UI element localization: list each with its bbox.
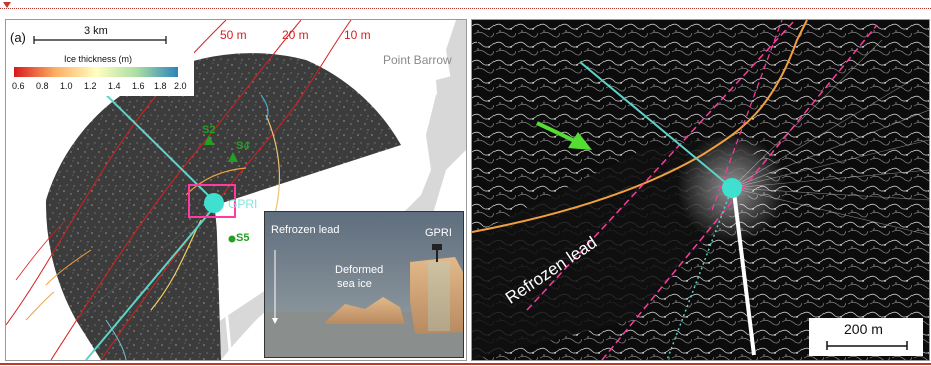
site-s4-marker [228, 152, 238, 162]
inset-photo-image [265, 212, 463, 357]
site-s5-label: S5 [236, 232, 250, 244]
lead-edge-dash-2 [601, 24, 878, 360]
beam-line-s [214, 204, 233, 360]
scale-bar-b-box [809, 318, 923, 356]
beam-line-b [579, 61, 733, 189]
colorbar-tick: 1.4 [108, 81, 121, 91]
colorbar-title: Ice thickness (m) [64, 54, 133, 64]
beam-line-sw [85, 204, 217, 360]
place-label-point-barrow: Point Barrow [383, 53, 452, 67]
scale-bar-b-label: 200 m [844, 321, 883, 337]
gpri-marker [204, 193, 224, 213]
bathymetry-contour-20 [50, 20, 302, 360]
colorbar-tick: 1.2 [84, 81, 97, 91]
lead-edge-dash-3 [711, 20, 783, 211]
colorbar-tick: 0.8 [36, 81, 49, 91]
top-divider [0, 8, 931, 9]
inset-deformed-label-2: sea ice [337, 278, 372, 290]
site-s5-marker [228, 235, 236, 243]
panel-b: (b) 200 m Refrozen lead [471, 19, 930, 361]
inset-gpri-label: GPRI [425, 227, 452, 239]
panel-a-map [6, 20, 466, 360]
contour-label-10: 10 m [344, 28, 371, 42]
inset-refrozen-lead-label: Refrozen lead [271, 224, 340, 236]
site-s2-label: S2 [202, 124, 216, 136]
colorbar-tick: 1.6 [132, 81, 145, 91]
bathymetry-contour-50 [6, 20, 227, 326]
colorbar-gradient [14, 67, 178, 77]
panel-a: (a) 3 km Ice thickness (m) 0.6 0.8 1.0 1… [5, 19, 467, 361]
site-s4-label: S4 [236, 140, 250, 152]
beam-dotted-b [666, 187, 733, 360]
study-area-box [188, 184, 236, 218]
bottom-divider [0, 363, 931, 365]
site-s2-marker [204, 135, 214, 145]
panel-b-label: (b) [476, 32, 492, 47]
contour-label-50: 50 m [220, 28, 247, 42]
contour-label-20: 20 m [282, 28, 309, 42]
pressure-ridge-line [472, 20, 808, 233]
gpri-marker-b [722, 178, 742, 198]
bathymetry-contour-10 [100, 20, 352, 360]
colorbar-panel [10, 24, 194, 96]
drift-arrow-icon [568, 132, 592, 150]
drift-arrow-shaft [536, 121, 578, 144]
beam-white-b [732, 191, 756, 356]
panel-b-map [472, 20, 929, 360]
scale-bar-a-label: 3 km [84, 25, 108, 37]
colorbar-tick: 2.0 [174, 81, 187, 91]
section-marker-icon [3, 2, 11, 8]
colorbar-tick: 1.8 [154, 81, 167, 91]
inset-photo: Refrozen lead Deformed sea ice GPRI [264, 211, 464, 358]
colorbar-tick: 1.0 [60, 81, 73, 91]
panel-a-label: (a) [10, 30, 26, 45]
gpri-label: GPRI [228, 197, 258, 211]
radar-coverage [45, 53, 402, 320]
colorbar-tick: 0.6 [12, 81, 25, 91]
beam-line-nw [85, 74, 217, 204]
inset-deformed-label-1: Deformed [335, 264, 384, 276]
